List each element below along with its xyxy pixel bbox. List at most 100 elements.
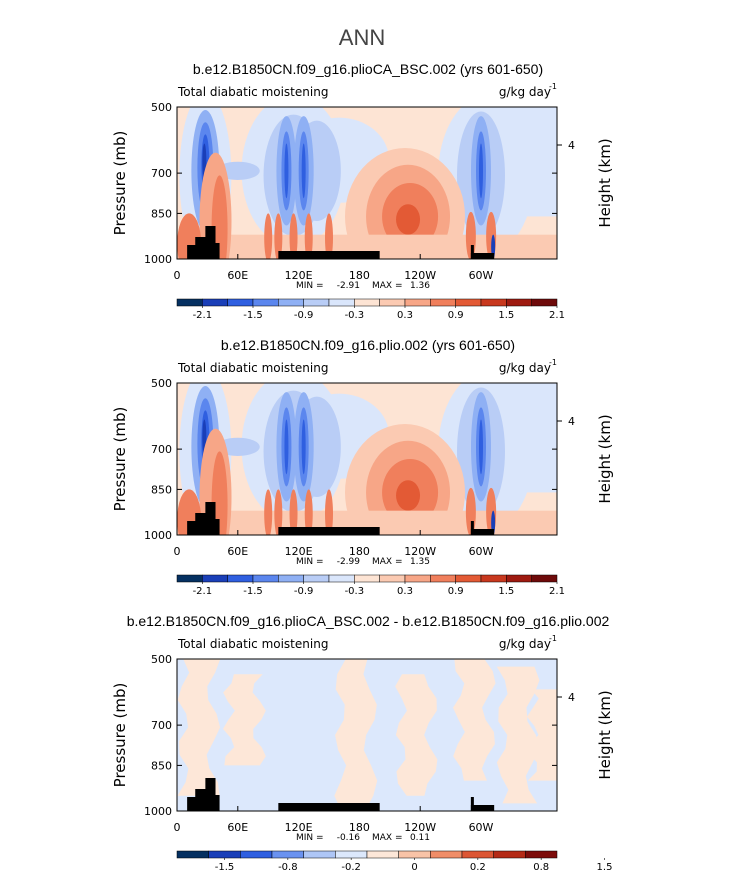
colorbar-swatch xyxy=(531,574,558,583)
colorbar-label: -1.5 xyxy=(243,310,263,321)
land-mass xyxy=(278,527,380,535)
colorbar-swatch xyxy=(379,574,406,583)
panel-1-title: b.e12.B1850CN.f09_g16.plioCA_BSC.002 (yr… xyxy=(193,61,543,77)
positive-region xyxy=(211,175,228,259)
land-mass xyxy=(195,513,208,535)
positive-region xyxy=(211,451,228,535)
x-tick-label: 120W xyxy=(404,269,436,282)
positive-region xyxy=(496,666,540,804)
y-right-tick-label: 4 xyxy=(568,691,575,704)
colorbar-label: 0.8 xyxy=(533,862,549,873)
x-tick-label: 120E xyxy=(285,269,313,282)
plot-frame xyxy=(176,106,558,260)
colorbar-swatch xyxy=(176,298,203,307)
positive-region xyxy=(289,213,298,259)
colorbar-swatch xyxy=(480,298,507,307)
colorbar-label: 0.9 xyxy=(448,586,464,597)
land-mass xyxy=(470,797,474,811)
colorbar-swatch xyxy=(271,850,304,859)
colorbar-swatch xyxy=(398,850,431,859)
panel-2-title: b.e12.B1850CN.f09_g16.plio.002 (yrs 601-… xyxy=(221,337,515,353)
y-axis-label: Pressure (mb) xyxy=(111,131,129,236)
land-mass xyxy=(212,795,220,811)
negative-region xyxy=(506,383,557,493)
min-label: MIN = xyxy=(296,281,324,291)
max-value: 1.35 xyxy=(410,557,430,567)
colorbar-swatch xyxy=(303,574,330,583)
colorbar-swatch xyxy=(366,850,399,859)
colorbar-swatch xyxy=(506,298,532,307)
min-value: -2.91 xyxy=(337,281,360,291)
colorbar-label: -2.1 xyxy=(193,310,213,321)
positive-region xyxy=(453,659,496,781)
colorbar-label: -0.3 xyxy=(345,310,365,321)
land-mass xyxy=(212,243,220,259)
colorbar-swatch xyxy=(227,574,254,583)
plot-frame xyxy=(176,658,558,812)
land-mass xyxy=(278,251,380,259)
colorbar-label: 0.9 xyxy=(448,310,464,321)
y-tick-label: 700 xyxy=(151,443,172,456)
land-mass xyxy=(470,253,495,259)
y-tick-label: 500 xyxy=(151,101,172,114)
land-mass xyxy=(205,226,216,259)
colorbar-swatch xyxy=(227,298,254,307)
colorbar-swatch xyxy=(455,298,482,307)
plot-frame xyxy=(176,382,558,536)
colorbar-label: 0 xyxy=(411,862,417,873)
colorbar-swatch xyxy=(252,574,279,583)
land-mass xyxy=(278,803,380,811)
plot-field xyxy=(177,383,557,535)
land-mass xyxy=(212,519,220,535)
units-label: g/kg day xyxy=(499,85,551,99)
positive-region xyxy=(264,213,273,259)
panel-3: b.e12.B1850CN.f09_g16.plioCA_BSC.002 - b… xyxy=(111,613,614,873)
colorbar-swatch xyxy=(430,850,463,859)
y-tick-label: 500 xyxy=(151,653,172,666)
max-value: 0.11 xyxy=(410,833,430,843)
colorbar-swatch xyxy=(525,850,558,859)
colorbar-swatch xyxy=(430,298,456,307)
x-tick-label: 60W xyxy=(469,821,494,834)
colorbar-swatch xyxy=(354,298,380,307)
colorbar-swatch xyxy=(202,574,228,583)
x-tick-label: 0 xyxy=(174,269,181,282)
positive-region xyxy=(264,489,273,535)
x-tick-label: 180 xyxy=(349,269,370,282)
positive-region xyxy=(395,674,438,796)
positive-region xyxy=(325,213,333,259)
topography xyxy=(187,778,495,811)
land-mass xyxy=(470,245,474,259)
colorbar-label: 0.2 xyxy=(470,862,486,873)
y-right-axis-label: Height (km) xyxy=(596,690,614,779)
negative-region xyxy=(284,143,289,199)
x-tick-label: 120W xyxy=(404,545,436,558)
negative-region xyxy=(301,143,306,199)
min-label: MIN = xyxy=(296,833,324,843)
colorbar-swatch xyxy=(208,850,241,859)
colorbar: -2.1 -1.5 -0.9 -0.3 0.3 0.9 1.5 2.1 xyxy=(176,574,565,597)
colorbar-label: 2.1 xyxy=(549,310,565,321)
max-label: MAX = xyxy=(372,833,403,843)
colorbar-swatch xyxy=(176,574,203,583)
variable-label: Total diabatic moistening xyxy=(177,637,328,651)
positive-region xyxy=(274,213,283,259)
colorbar: -2.1 -1.5 -0.9 -0.3 0.3 0.9 1.5 2.1 xyxy=(176,298,565,321)
x-tick-label: 60E xyxy=(227,545,248,558)
land-mass xyxy=(205,502,216,535)
colorbar-swatch xyxy=(335,850,368,859)
y-tick-label: 1000 xyxy=(144,805,172,818)
land-mass xyxy=(195,789,208,811)
colorbar-label: 1.5 xyxy=(597,862,613,873)
y-axis-label: Pressure (mb) xyxy=(111,407,129,512)
colorbar-swatch xyxy=(328,574,355,583)
colorbar-swatch xyxy=(531,298,558,307)
y-tick-label: 1000 xyxy=(144,253,172,266)
colorbar-swatch xyxy=(430,574,456,583)
x-tick-label: 120E xyxy=(285,545,313,558)
positive-region xyxy=(304,489,313,535)
units-exponent: -1 xyxy=(549,82,557,91)
negative-region xyxy=(491,234,496,259)
positive-region xyxy=(289,489,298,535)
